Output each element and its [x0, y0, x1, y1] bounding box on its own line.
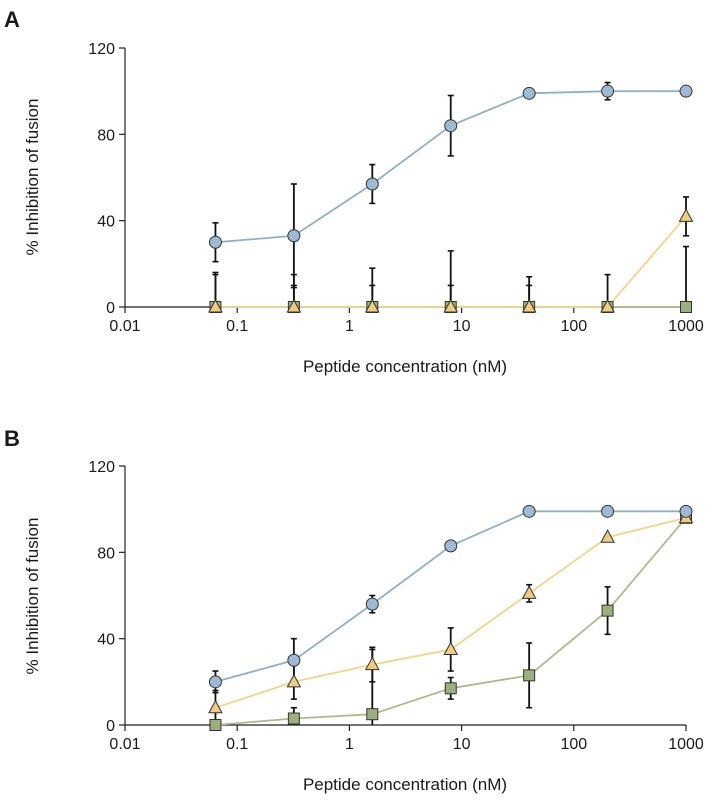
- x-tick-label: 1: [345, 736, 354, 753]
- square-marker: [601, 604, 614, 617]
- y-tick-label: 120: [88, 41, 115, 58]
- circle-marker: [601, 504, 615, 518]
- circle-marker: [208, 235, 222, 249]
- triangle-marker: [286, 673, 302, 688]
- triangle-marker: [600, 529, 615, 543]
- y-tick-label: 0: [106, 718, 115, 735]
- y-tick-label: 80: [97, 127, 115, 144]
- circle-marker: [444, 119, 458, 133]
- triangle-marker: [364, 298, 380, 313]
- x-tick-label: 1000: [668, 736, 704, 753]
- circle-marker: [208, 675, 222, 689]
- triangle-marker: [208, 699, 223, 714]
- x-tick-label: 0.1: [226, 318, 248, 335]
- x-tick-label: 0.1: [226, 736, 248, 753]
- triangle-marker: [521, 298, 537, 313]
- y-tick-label: 80: [97, 545, 115, 562]
- panel-label-a: A: [4, 7, 20, 32]
- panel-label-b: B: [4, 426, 20, 451]
- square-marker: [366, 708, 379, 721]
- x-tick-label: 10: [453, 318, 471, 335]
- x-axis-title: Peptide concentration (nM): [303, 775, 507, 794]
- x-tick-label: 100: [560, 736, 587, 753]
- square-marker: [287, 712, 300, 725]
- triangle-marker: [208, 298, 223, 313]
- square-marker: [680, 301, 692, 313]
- triangle-marker: [678, 208, 694, 222]
- y-tick-label: 0: [106, 300, 115, 317]
- x-axis-title: Peptide concentration (nM): [303, 357, 507, 376]
- square-marker: [523, 669, 536, 682]
- triangle-marker: [521, 585, 537, 599]
- x-tick-label: 100: [560, 318, 587, 335]
- square-marker: [209, 719, 222, 731]
- circle-marker: [522, 504, 536, 518]
- x-tick-label: 0.01: [109, 736, 140, 753]
- circle-marker: [601, 84, 615, 98]
- x-tick-label: 0.01: [109, 318, 140, 335]
- panel-a: A % Inhibition of fusion Peptide concent…: [4, 7, 704, 376]
- y-tick-label: 40: [97, 632, 115, 649]
- circle-marker: [679, 84, 693, 98]
- x-tick-label: 10: [453, 736, 471, 753]
- triangle-marker: [364, 656, 380, 671]
- panel-b: B % Inhibition of fusion Peptide concent…: [4, 426, 704, 794]
- triangle-marker: [600, 298, 615, 313]
- circle-marker: [679, 504, 693, 518]
- circle-marker: [522, 86, 536, 100]
- triangle-marker: [443, 298, 459, 313]
- circle-marker: [444, 539, 458, 553]
- triangle-marker: [443, 641, 459, 655]
- circle-marker: [365, 177, 379, 191]
- y-axis-title: % Inhibition of fusion: [23, 518, 42, 675]
- circle-marker: [287, 653, 301, 667]
- circle-marker: [365, 597, 379, 611]
- x-tick-label: 1: [345, 318, 354, 335]
- y-axis-title: % Inhibition of fusion: [23, 99, 42, 256]
- x-tick-label: 1000: [668, 318, 704, 335]
- triangle-marker: [286, 298, 302, 313]
- y-tick-label: 40: [97, 214, 115, 231]
- y-tick-label: 120: [88, 459, 115, 476]
- circle-marker: [287, 229, 301, 243]
- square-marker: [444, 682, 457, 695]
